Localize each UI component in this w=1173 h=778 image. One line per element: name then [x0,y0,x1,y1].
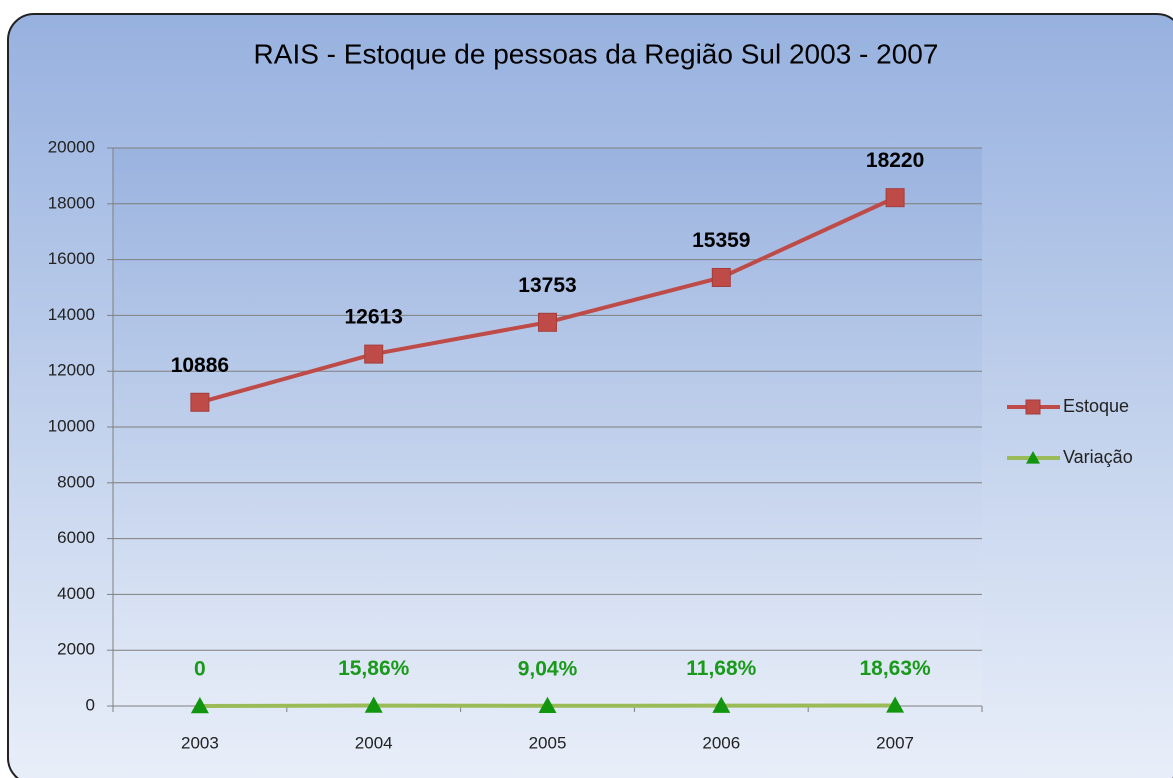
x-tick-label: 2005 [529,733,567,752]
marker [885,188,905,208]
data-label: 0 [194,658,206,681]
data-label: 15,86% [338,657,410,680]
y-tick-label: 18000 [48,193,95,212]
data-label: 15359 [692,229,750,252]
x-tick-label: 2007 [876,733,914,752]
chart-title: RAIS - Estoque de pessoas da Região Sul … [254,38,939,69]
y-tick-label: 10000 [48,416,95,435]
data-label: 10886 [171,354,229,377]
x-tick-label: 2006 [702,733,740,752]
marker [1026,451,1040,464]
y-tick-label: 20000 [48,137,95,156]
y-tick-label: 0 [86,695,95,714]
legend-label: Variação [1063,447,1133,467]
data-label: 9,04% [518,657,578,680]
y-tick-label: 14000 [48,305,95,324]
marker [538,312,557,332]
legend-label: Estoque [1063,396,1129,416]
data-label: 18220 [866,149,924,172]
y-tick-label: 8000 [57,472,95,491]
y-tick-label: 6000 [57,528,95,547]
marker [712,696,731,713]
y-tick-label: 4000 [57,584,95,603]
y-tick-label: 16000 [48,249,95,268]
marker [538,696,557,713]
marker [364,696,383,713]
marker [886,696,905,713]
marker [190,392,210,412]
data-label: 11,68% [686,657,756,680]
data-label: 13753 [518,274,576,297]
x-tick-label: 2004 [355,733,393,752]
marker [364,344,384,364]
x-tick-label: 2003 [181,733,219,752]
y-tick-label: 12000 [48,361,95,380]
y-tick-label: 2000 [57,640,95,659]
data-label: 12613 [344,306,402,329]
marker [190,697,209,714]
marker [711,267,731,287]
marker [1025,399,1041,415]
data-label: 18,63% [859,657,931,680]
